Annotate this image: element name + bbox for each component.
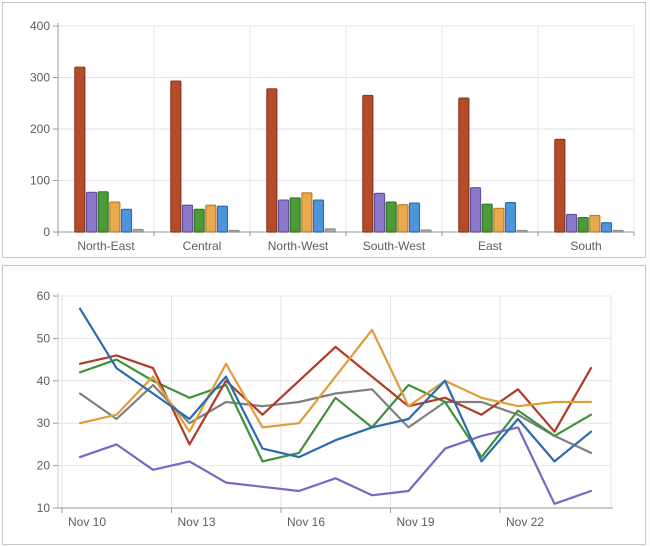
bar-East-purple[interactable] (469, 187, 482, 233)
y-axis-label: 60 (37, 289, 51, 303)
bar-North-West-orange[interactable] (301, 192, 313, 233)
line-series-orange[interactable] (78, 328, 593, 433)
bar-East-blue[interactable] (504, 202, 517, 233)
bar-South-blue[interactable] (600, 222, 613, 233)
y-axis-label: 30 (37, 416, 51, 430)
x-axis-label: East (478, 239, 503, 253)
bar-North-East-purple[interactable] (85, 191, 98, 233)
line-series-blue[interactable] (78, 307, 593, 463)
bar-East-green[interactable] (481, 203, 493, 233)
bar-South-West-blue[interactable] (408, 202, 421, 233)
bar-South-West-rust[interactable] (362, 94, 374, 233)
bar-Central-green[interactable] (193, 208, 205, 233)
y-axis-label: 40 (37, 374, 51, 388)
bar-South-gray[interactable] (612, 229, 624, 233)
line-series-gray[interactable] (78, 383, 593, 454)
bar-Central-orange[interactable] (205, 204, 217, 233)
y-axis-label: 200 (30, 122, 50, 136)
line-series-green[interactable] (78, 358, 593, 463)
bar-chart-panel: 0 100 200 300 400 North-East Central North-West… (2, 2, 646, 258)
bar-South-purple[interactable] (565, 213, 578, 233)
y-axis-label: 0 (43, 225, 50, 239)
line-chart-panel: 10 20 30 40 50 60 Nov 10 Nov 13 Nov 16 Nov 19 Nov … (2, 265, 646, 545)
y-axis-label: 100 (30, 174, 50, 188)
y-axis-label: 20 (37, 459, 51, 473)
bar-East-rust[interactable] (458, 97, 470, 233)
x-axis-label: Central (183, 239, 222, 253)
bar-North-East-blue[interactable] (120, 208, 133, 233)
x-axis-label: Nov 22 (506, 515, 544, 529)
x-axis-label: Nov 19 (396, 515, 434, 529)
bar-South-West-purple[interactable] (373, 192, 386, 233)
bar-North-West-purple[interactable] (277, 199, 290, 233)
bar-Central-rust[interactable] (170, 80, 182, 233)
bar-North-West-blue[interactable] (312, 199, 325, 233)
bar-chart: 0 100 200 300 400 North-East Central North-West… (30, 19, 635, 253)
bar-North-West-rust[interactable] (266, 88, 278, 233)
bar-North-West-green[interactable] (289, 197, 301, 233)
x-axis-label: Nov 10 (68, 515, 106, 529)
bar-South-rust[interactable] (554, 138, 566, 233)
bar-Central-purple[interactable] (181, 204, 194, 233)
bar-North-East-orange[interactable] (109, 201, 121, 233)
bar-South-West-gray[interactable] (420, 229, 432, 233)
bar-East-gray[interactable] (516, 229, 528, 233)
bar-South-orange[interactable] (589, 214, 601, 233)
bar-North-West-gray[interactable] (324, 228, 336, 233)
bar-North-East-green[interactable] (97, 191, 109, 233)
bar-Central-blue[interactable] (216, 205, 229, 233)
x-axis-label: South (570, 239, 601, 253)
bar-East-orange[interactable] (493, 207, 505, 233)
bar-Central-gray[interactable] (228, 229, 240, 233)
bar-South-West-orange[interactable] (397, 204, 409, 233)
x-axis-label: South-West (363, 239, 426, 253)
bar-South-West-green[interactable] (385, 201, 397, 233)
y-axis-label: 10 (37, 501, 51, 515)
x-axis-label: Nov 13 (177, 515, 215, 529)
line-chart: 10 20 30 40 50 60 Nov 10 Nov 13 Nov 16 Nov 19 Nov … (37, 289, 613, 529)
bar-North-East-gray[interactable] (132, 228, 144, 233)
y-axis-label: 300 (30, 71, 50, 85)
x-axis-label: North-West (268, 239, 329, 253)
line-series-purple[interactable] (78, 426, 593, 505)
x-axis-label: Nov 16 (287, 515, 325, 529)
y-axis-label: 400 (30, 19, 50, 33)
bar-South-green[interactable] (577, 216, 589, 233)
y-axis-label: 50 (37, 331, 51, 345)
bar-North-East-rust[interactable] (74, 66, 86, 233)
x-axis-label: North-East (77, 239, 135, 253)
